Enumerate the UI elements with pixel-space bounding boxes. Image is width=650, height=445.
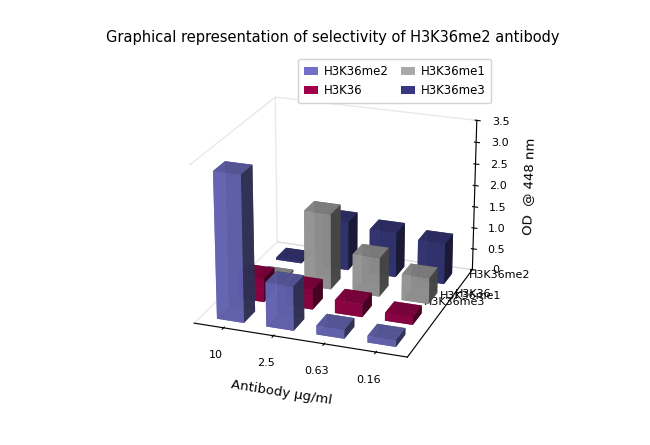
- Legend: H3K36me2, H3K36, H3K36me1, H3K36me3: H3K36me2, H3K36, H3K36me1, H3K36me3: [298, 59, 491, 103]
- Title: Graphical representation of selectivity of H3K36me2 antibody: Graphical representation of selectivity …: [107, 30, 560, 45]
- X-axis label: Antibody μg/ml: Antibody μg/ml: [230, 378, 333, 407]
